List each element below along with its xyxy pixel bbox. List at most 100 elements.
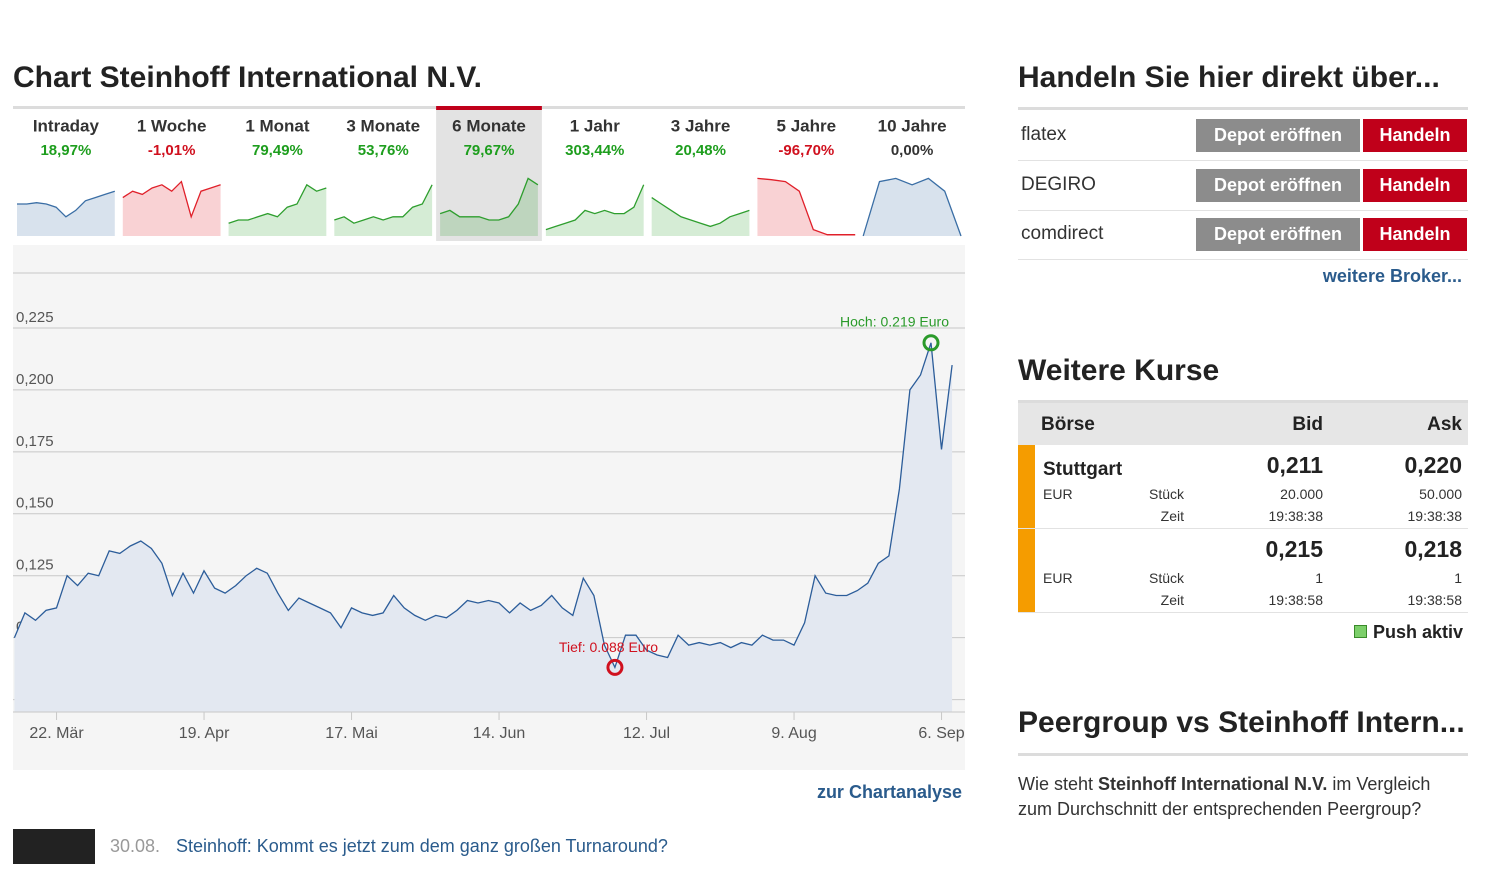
chart-analysis-link[interactable]: zur Chartanalyse xyxy=(816,782,962,802)
broker-name: DEGIRO xyxy=(1021,174,1096,195)
bid-qty: 20.000 xyxy=(1280,486,1323,502)
tab-label[interactable]: 6 Monate xyxy=(452,116,526,135)
open-account-button[interactable]: Depot eröffnen xyxy=(1196,218,1360,251)
row-separator xyxy=(1018,259,1468,260)
sparkline xyxy=(17,190,116,218)
news-date: 30.08. xyxy=(110,836,161,856)
tab-label[interactable]: 3 Jahre xyxy=(671,116,731,135)
open-account-button[interactable]: Depot eröffnen xyxy=(1196,119,1360,152)
row-separator xyxy=(1018,528,1468,529)
title-rule xyxy=(1018,400,1468,403)
bid: 0,215 xyxy=(1265,536,1323,562)
row-separator xyxy=(1018,612,1468,613)
table-header xyxy=(1018,403,1468,445)
bid-time: 19:38:38 xyxy=(1268,508,1324,524)
sparkline-area xyxy=(228,184,327,236)
price-line xyxy=(13,342,953,670)
push-status[interactable]: Push aktiv xyxy=(1373,622,1464,642)
peergroup-title: Peergroup vs Steinhoff Intern... xyxy=(1018,706,1465,739)
x-tick-label: 14. Jun xyxy=(473,725,525,742)
tab-change: 79,67% xyxy=(464,142,515,159)
sparkline-area xyxy=(122,181,221,236)
sparkline-area xyxy=(334,184,433,236)
trade-button[interactable]: Handeln xyxy=(1363,119,1467,152)
tab-label[interactable]: 1 Jahr xyxy=(570,116,620,135)
header-cell: Börse xyxy=(1041,414,1095,435)
text: Wie steht xyxy=(1018,774,1099,794)
header-cell: Bid xyxy=(1292,414,1323,435)
ask-time: 19:38:38 xyxy=(1407,508,1463,524)
high-label: Hoch: 0.219 Euro xyxy=(840,314,949,330)
sparkline xyxy=(651,197,750,228)
tab-change: 303,44% xyxy=(565,142,624,159)
brokers-title: Handeln Sie hier direkt über... xyxy=(1018,61,1440,94)
sparkline xyxy=(228,183,327,224)
news-headline[interactable]: Steinhoff: Kommt es jetzt zum dem ganz g… xyxy=(176,836,668,856)
active-tab xyxy=(436,106,542,241)
x-tick-label: 12. Jul xyxy=(623,725,670,742)
header-cell: Ask xyxy=(1427,414,1462,435)
tab-label[interactable]: 5 Jahre xyxy=(777,116,837,135)
tab-label[interactable]: 1 Woche xyxy=(137,116,207,135)
push-indicator xyxy=(1354,625,1367,638)
title-rule xyxy=(1018,753,1468,756)
time-label: Zeit xyxy=(1160,508,1184,524)
company-name: Steinhoff International N.V. xyxy=(1098,774,1328,794)
exchange-marker xyxy=(1018,445,1035,528)
tab-change: 79,49% xyxy=(252,142,303,159)
row-separator xyxy=(1018,210,1468,211)
quotes-title: Weitere Kurse xyxy=(1018,354,1220,387)
high-marker xyxy=(922,334,940,352)
x-tick-label: 19. Apr xyxy=(179,725,230,742)
currency: EUR xyxy=(1043,486,1073,502)
sparkline-area xyxy=(651,197,750,236)
broker-name: comdirect xyxy=(1021,223,1104,244)
sparkline xyxy=(122,180,221,219)
sparkline xyxy=(334,184,433,224)
low-marker xyxy=(606,658,624,676)
x-tick-label: 17. Mai xyxy=(325,725,377,742)
currency: EUR xyxy=(1043,570,1073,586)
tab-change: 20,48% xyxy=(675,142,726,159)
active-tab-marker xyxy=(436,106,542,110)
x-tick-label: 9. Aug xyxy=(771,725,816,742)
tab-label[interactable]: 3 Monate xyxy=(346,116,420,135)
chart-panel: Chart Steinhoff International N.V. Intra… xyxy=(13,60,965,743)
sparkline xyxy=(862,177,962,237)
price-area xyxy=(14,342,953,712)
ask-time: 19:38:58 xyxy=(1407,592,1463,608)
tab-label[interactable]: Intraday xyxy=(33,116,100,135)
open-account-button[interactable]: Depot eröffnen xyxy=(1196,169,1360,202)
exchange-name: Stuttgart xyxy=(1043,459,1123,480)
text: im Vergleich zum Durchschnitt der entspr… xyxy=(1018,774,1431,819)
time-label: Zeit xyxy=(1160,592,1184,608)
sparkline xyxy=(757,177,856,236)
news-thumbnail xyxy=(13,829,95,864)
tab-change: 0,00% xyxy=(891,142,934,159)
x-tick-label: 6. Sep xyxy=(918,725,964,742)
sparkline-area xyxy=(545,184,644,236)
tab-label[interactable]: 10 Jahre xyxy=(878,116,947,135)
trade-button[interactable]: Handeln xyxy=(1363,218,1467,251)
bid: 0,211 xyxy=(1266,452,1323,478)
sparkline xyxy=(545,184,645,231)
sparkline-area xyxy=(863,178,961,236)
y-tick-label: 0,175 xyxy=(16,433,54,450)
trade-button[interactable]: Handeln xyxy=(1363,169,1467,202)
qty-label: Stück xyxy=(1148,570,1184,586)
tab-change: -1,01% xyxy=(148,142,196,159)
y-tick-label: 0,150 xyxy=(16,495,54,512)
row-separator xyxy=(1018,160,1468,161)
sparkline-area xyxy=(757,178,856,236)
sparkline-area xyxy=(440,178,538,236)
tab-change: 53,76% xyxy=(358,142,409,159)
tab-label[interactable]: 1 Monat xyxy=(245,116,310,135)
ask: 0,218 xyxy=(1404,536,1462,562)
chart-heading: Chart Steinhoff International N.V. xyxy=(13,61,482,94)
low-label: Tief: 0.088 Euro xyxy=(559,639,658,655)
more-brokers-link[interactable]: weitere Broker... xyxy=(1322,266,1462,286)
y-tick-label: 0,200 xyxy=(16,371,54,388)
sparkline-area xyxy=(17,191,115,236)
